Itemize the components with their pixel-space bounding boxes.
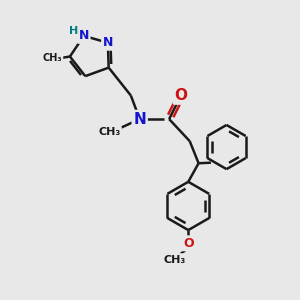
Text: N: N — [133, 112, 146, 127]
Text: CH₃: CH₃ — [98, 127, 121, 137]
Text: H: H — [69, 26, 78, 36]
Text: N: N — [103, 36, 113, 49]
Text: O: O — [174, 88, 188, 103]
Text: CH₃: CH₃ — [164, 254, 186, 265]
Text: CH₃: CH₃ — [42, 53, 62, 63]
Text: N: N — [79, 29, 89, 42]
Text: O: O — [183, 237, 194, 250]
